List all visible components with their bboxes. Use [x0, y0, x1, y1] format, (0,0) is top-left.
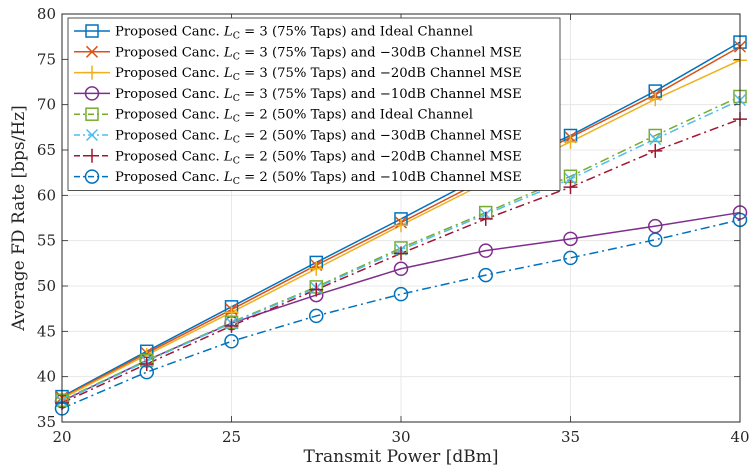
series-markers [54, 35, 748, 416]
series-8-point [648, 232, 663, 248]
series-6-point [649, 133, 662, 146]
y-tick-label: 55 [37, 232, 56, 250]
legend-label-1: Proposed Canc. LC = 3 (75% Taps) and Ide… [115, 25, 473, 42]
y-tick-label: 75 [37, 50, 56, 68]
series-4-point [478, 243, 493, 258]
y-tick-label: 65 [37, 141, 56, 159]
legend-label-2: Proposed Canc. LC = 3 (75% Taps) and −30… [115, 45, 522, 62]
legend-label-6: Proposed Canc. LC = 2 (50% Taps) and −30… [115, 129, 522, 146]
series-line-7 [61, 118, 741, 404]
series-7-point [478, 211, 493, 226]
legend: Proposed Canc. LC = 3 (75% Taps) and Ide… [67, 17, 561, 191]
series-8-point [393, 286, 409, 302]
axis-ticks [61, 13, 741, 423]
series-4-point [393, 261, 409, 277]
y-tick-label: 80 [37, 5, 56, 23]
y-tick-label: 60 [37, 186, 56, 204]
series-line-4 [61, 211, 741, 402]
series-8-point [224, 334, 239, 349]
y-tick-label: 70 [37, 96, 56, 114]
legend-box [67, 17, 561, 191]
series-7-point [394, 246, 408, 261]
legend-label-5: Proposed Canc. LC = 2 (50% Taps) and Ide… [115, 108, 473, 125]
legend-marker-7 [85, 148, 99, 163]
series-5-point [648, 128, 662, 143]
y-tick-label: 50 [37, 277, 56, 295]
y-tick-label: 45 [37, 322, 56, 340]
legend-label-7: Proposed Canc. LC = 2 (50% Taps) and −20… [115, 149, 522, 166]
series-3-point [648, 92, 663, 107]
legend-marker-2 [85, 45, 99, 58]
legend-marker-4 [84, 86, 100, 101]
x-tick-label: 35 [561, 428, 580, 446]
series-7-point [563, 180, 578, 195]
series-8-point [139, 364, 154, 380]
y-tick-label: 40 [37, 368, 56, 386]
series-3-point [394, 218, 408, 233]
axis-tick-labels: 20 25 30 35 40 35 40 45 50 55 60 65 70 75 80 [37, 5, 750, 446]
y-axis-label: Average FD Rate [bps/Hz] [9, 105, 29, 332]
legend-marker-3 [85, 65, 99, 80]
series-4-point [563, 231, 578, 247]
x-tick-label: 30 [391, 428, 410, 446]
series-3-point [563, 134, 578, 149]
legend-label-3: Proposed Canc. LC = 3 (75% Taps) and −20… [115, 66, 522, 83]
series-3-point [309, 261, 324, 276]
y-tick-label: 35 [37, 413, 56, 431]
series-8-point [563, 250, 578, 266]
series-7-point [224, 318, 239, 333]
series-7-point [309, 282, 324, 297]
series-8-point [309, 308, 324, 324]
series-7-point [648, 143, 663, 158]
series-7-point [139, 356, 154, 371]
legend-marker-6 [85, 128, 99, 142]
x-tick-label: 40 [730, 428, 749, 446]
series-8-point [478, 267, 493, 283]
legend-marker-5 [85, 107, 99, 121]
x-axis-label: Transmit Power [dBm] [304, 447, 499, 467]
legend-label-4: Proposed Canc. LC = 3 (75% Taps) and −10… [115, 87, 522, 104]
series-line-8 [61, 219, 741, 410]
x-tick-label: 20 [52, 428, 71, 446]
x-tick-label: 25 [222, 428, 241, 446]
legend-marker-8 [84, 169, 100, 184]
legend-marker-1 [85, 24, 99, 38]
series-6-point [564, 172, 577, 186]
legend-label-8: Proposed Canc. LC = 2 (50% Taps) and −10… [115, 170, 522, 187]
